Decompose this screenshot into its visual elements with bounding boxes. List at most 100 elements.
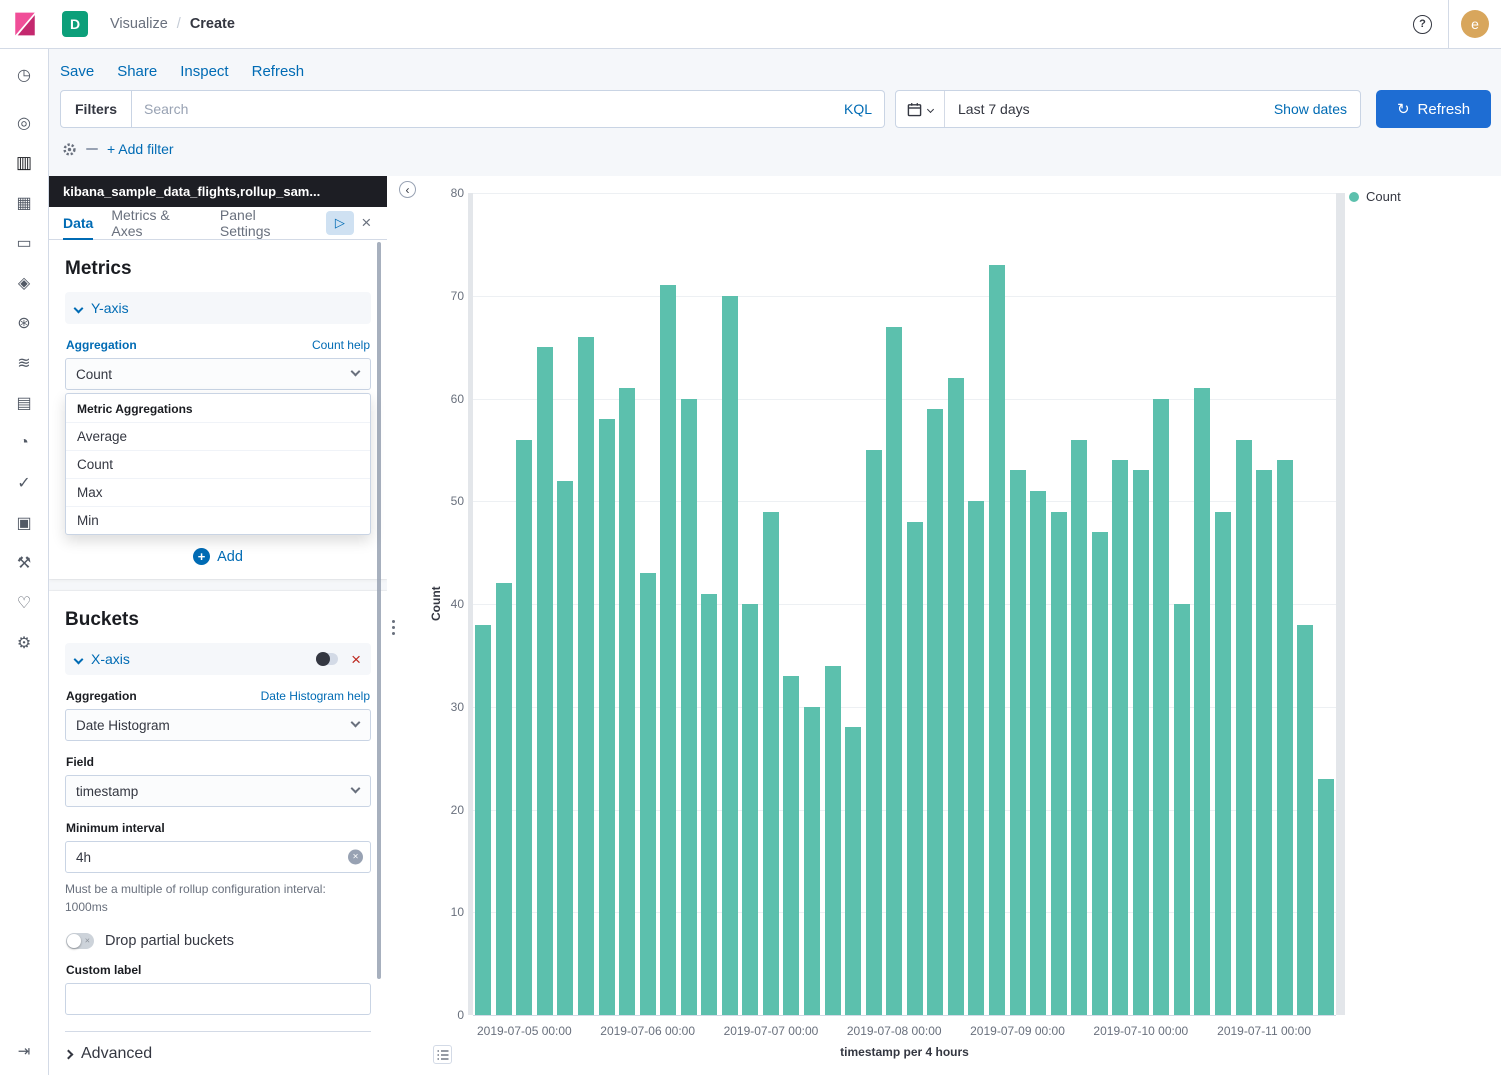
bar[interactable] <box>721 295 738 1015</box>
bar[interactable] <box>1112 460 1129 1015</box>
collapse-editor-button[interactable]: ‹ <box>399 181 416 198</box>
bar[interactable] <box>639 573 656 1015</box>
bar[interactable] <box>495 583 512 1015</box>
nav-dashboard-icon[interactable]: ▦ <box>16 195 32 212</box>
advanced-accordion[interactable]: Advanced <box>63 1031 371 1063</box>
bar[interactable] <box>1297 624 1314 1015</box>
kibana-logo[interactable] <box>0 0 49 48</box>
bar[interactable] <box>742 604 759 1015</box>
bar[interactable] <box>968 501 985 1015</box>
metric-aggregation-select[interactable]: Count <box>65 358 371 390</box>
nav-stack-monitoring-icon[interactable]: ♡ <box>16 595 32 612</box>
aggregation-option-min[interactable]: Min <box>66 506 370 534</box>
nav-discover-icon[interactable]: ◎ <box>17 115 31 132</box>
discard-changes-button[interactable]: × <box>354 211 379 235</box>
bar[interactable] <box>845 727 862 1015</box>
save-link[interactable]: Save <box>60 63 95 80</box>
bar[interactable] <box>1235 439 1252 1015</box>
bar[interactable] <box>557 480 574 1015</box>
x-axis-accordion[interactable]: X-axis × <box>65 643 371 675</box>
bar[interactable] <box>475 624 492 1015</box>
min-interval-input[interactable] <box>65 841 371 873</box>
count-help-link[interactable]: Count help <box>311 338 370 352</box>
collapse-nav-button[interactable]: ⇥ <box>17 1043 31 1060</box>
bar[interactable] <box>680 398 697 1015</box>
legend-item-count[interactable]: Count <box>1349 189 1401 204</box>
tab-data[interactable]: Data <box>63 207 93 240</box>
bar[interactable] <box>701 593 718 1015</box>
bar[interactable] <box>536 347 553 1015</box>
bar[interactable] <box>1091 532 1108 1015</box>
filters-button[interactable]: Filters <box>60 90 133 128</box>
nav-management-icon[interactable]: ⚙ <box>16 635 32 652</box>
date-picker-quick-button[interactable] <box>896 91 945 127</box>
bar[interactable] <box>927 408 944 1015</box>
editor-scrollbar[interactable] <box>377 242 381 979</box>
space-badge[interactable]: D <box>62 11 88 37</box>
legend-toggle-button[interactable] <box>433 1045 452 1064</box>
bar[interactable] <box>762 511 779 1015</box>
nav-siem-icon[interactable]: ▣ <box>16 515 32 532</box>
tab-panel-settings[interactable]: Panel Settings <box>219 207 271 239</box>
add-filter-link[interactable]: + Add filter <box>107 141 174 157</box>
bucket-aggregation-select[interactable]: Date Histogram <box>65 709 371 741</box>
bar[interactable] <box>886 326 903 1015</box>
field-select[interactable]: timestamp <box>65 775 371 807</box>
drop-partial-switch[interactable]: × <box>66 933 94 949</box>
search-input[interactable] <box>144 101 844 117</box>
bar[interactable] <box>804 706 821 1015</box>
bar[interactable] <box>1050 511 1067 1015</box>
filter-settings-button[interactable] <box>62 142 77 157</box>
nav-uptime-icon[interactable]: ✓ <box>17 475 31 492</box>
x-axis-remove-button[interactable]: × <box>351 649 361 669</box>
tab-metrics-axes[interactable]: Metrics & Axes <box>111 207 170 239</box>
apply-changes-button[interactable]: ▷ <box>326 211 354 235</box>
bar[interactable] <box>1317 778 1334 1015</box>
bar[interactable] <box>783 675 800 1015</box>
kql-toggle[interactable]: KQL <box>843 101 872 117</box>
nav-machine-learning-icon[interactable]: ⊛ <box>17 315 31 332</box>
x-axis-enable-toggle[interactable] <box>316 652 339 666</box>
nav-dev-tools-icon[interactable]: ⚒ <box>16 555 32 572</box>
bar[interactable] <box>1030 490 1047 1015</box>
refresh-button[interactable]: ↻ Refresh <box>1376 90 1491 128</box>
nav-recently-viewed-icon[interactable]: ◷ <box>17 67 31 84</box>
inspect-link[interactable]: Inspect <box>180 63 229 80</box>
bar[interactable] <box>516 439 533 1015</box>
bar[interactable] <box>1214 511 1231 1015</box>
custom-label-input[interactable] <box>65 983 371 1015</box>
y-axis-accordion[interactable]: Y-axis <box>65 292 371 324</box>
bar[interactable] <box>906 521 923 1015</box>
nav-visualize-icon[interactable]: ▥ <box>15 153 33 172</box>
aggregation-option-max[interactable]: Max <box>66 478 370 506</box>
date-histogram-help-link[interactable]: Date Histogram help <box>260 689 370 703</box>
nav-canvas-icon[interactable]: ▭ <box>16 235 32 252</box>
help-button[interactable]: ? <box>1397 0 1448 48</box>
nav-apm-icon[interactable]: ◔ <box>19 434 29 451</box>
bar[interactable] <box>1256 470 1273 1015</box>
share-link[interactable]: Share <box>117 63 158 80</box>
bar[interactable] <box>1153 398 1170 1015</box>
bar[interactable] <box>947 377 964 1015</box>
nav-maps-icon[interactable]: ◈ <box>17 275 31 292</box>
bar[interactable] <box>988 264 1005 1015</box>
bar[interactable] <box>1194 388 1211 1015</box>
avatar[interactable]: e <box>1461 10 1489 38</box>
bar[interactable] <box>578 336 594 1015</box>
min-interval-clear-button[interactable]: × <box>348 849 363 865</box>
nav-logs-icon[interactable]: ▤ <box>16 395 32 412</box>
bar[interactable] <box>1132 470 1149 1015</box>
bar[interactable] <box>1071 439 1088 1015</box>
bar[interactable] <box>824 665 841 1015</box>
nav-metrics-icon[interactable]: ≋ <box>17 355 31 372</box>
bar[interactable] <box>865 449 882 1015</box>
bar[interactable] <box>1173 604 1190 1015</box>
show-dates-link[interactable]: Show dates <box>1273 101 1347 117</box>
aggregation-option-count[interactable]: Count <box>66 450 370 478</box>
aggregation-option-average[interactable]: Average <box>66 422 370 450</box>
bar[interactable] <box>598 419 615 1015</box>
add-metric-button[interactable]: + Add <box>65 548 371 565</box>
refresh-link[interactable]: Refresh <box>251 63 305 80</box>
bar[interactable] <box>1009 470 1026 1015</box>
bar[interactable] <box>660 285 677 1015</box>
